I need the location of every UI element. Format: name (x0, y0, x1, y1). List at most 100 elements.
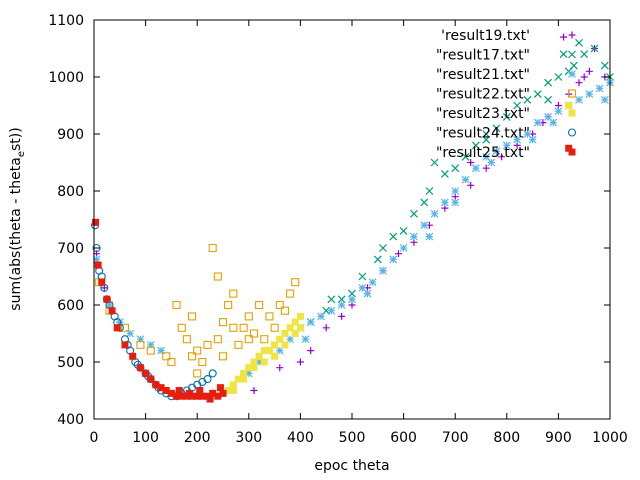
legend-label: "result21.txt" (436, 67, 530, 83)
data-point (513, 135, 522, 144)
data-point (425, 187, 434, 195)
series-2-points (92, 78, 614, 378)
y-tick-label: 700 (57, 241, 84, 257)
data-point (198, 392, 206, 400)
data-point (136, 364, 144, 372)
x-tick-label: 1000 (592, 430, 628, 446)
data-point (255, 352, 263, 360)
data-point (467, 181, 475, 189)
x-tick-label: 400 (287, 430, 314, 446)
data-point (399, 226, 408, 235)
data-point (271, 352, 279, 360)
data-point (98, 278, 106, 286)
data-point (121, 341, 129, 349)
data-point (92, 243, 101, 253)
x-tick-label: 0 (90, 430, 99, 446)
data-point (296, 324, 304, 332)
data-point (224, 387, 232, 394)
axis-ticks: 0 100 200 300 400 500 600 700 800 900 1000 400 500 60… (48, 13, 627, 446)
data-point (585, 67, 593, 75)
data-point (136, 335, 145, 344)
data-point (348, 289, 356, 298)
data-point (126, 329, 135, 338)
data-point (229, 381, 237, 389)
data-point (245, 364, 253, 372)
data-point (250, 387, 258, 394)
data-point (600, 61, 609, 70)
data-point (544, 95, 553, 104)
data-point (255, 300, 264, 310)
y-tick-label: 1100 (48, 13, 84, 29)
data-point (487, 158, 496, 167)
data-point (286, 324, 294, 332)
data-point (502, 112, 511, 121)
data-point (482, 135, 491, 144)
data-point (337, 295, 346, 304)
data-point (115, 318, 124, 327)
data-point (147, 375, 155, 383)
data-point (229, 289, 238, 298)
x-axis-label: epoc theta (314, 458, 389, 474)
series-6-points (92, 144, 573, 403)
data-point (280, 306, 289, 315)
data-point (399, 244, 408, 252)
data-point (528, 135, 537, 144)
data-point (498, 153, 506, 161)
data-point (92, 218, 100, 226)
x-tick-label: 100 (132, 430, 159, 446)
data-point (420, 198, 429, 207)
data-point (482, 164, 490, 172)
data-point (234, 340, 243, 349)
data-point (92, 255, 101, 264)
data-point (142, 369, 150, 377)
data-point (358, 272, 367, 281)
data-point (560, 33, 568, 41)
data-point (569, 61, 578, 70)
data-point (533, 90, 542, 99)
data-point (368, 278, 377, 287)
legend-label: "result25.txt" (436, 145, 530, 161)
data-point (471, 164, 480, 173)
series-3-points (95, 243, 300, 378)
data-point (105, 301, 114, 309)
data-point (213, 335, 222, 344)
data-point (425, 232, 434, 241)
data-point (549, 118, 558, 127)
data-point (129, 352, 137, 360)
data-point (554, 73, 563, 81)
data-point (590, 44, 599, 53)
data-point (296, 358, 304, 366)
data-point (162, 352, 171, 361)
data-point (182, 335, 191, 344)
y-tick-label: 400 (57, 412, 84, 428)
data-point (451, 187, 460, 195)
data-point (291, 318, 299, 326)
data-point (244, 335, 253, 344)
data-point (451, 164, 460, 173)
data-point (358, 283, 367, 292)
data-point (185, 389, 193, 397)
data-point (162, 387, 170, 394)
data-point (327, 295, 336, 304)
data-point (409, 209, 418, 218)
data-point (286, 335, 295, 344)
plot-frame (93, 19, 611, 420)
data-point (317, 312, 325, 321)
data-point (146, 346, 155, 355)
data-point (363, 289, 372, 298)
data-point (301, 335, 310, 344)
legend-label: 'result19.txt' (441, 28, 530, 44)
data-point (492, 147, 501, 156)
series-0-points (93, 33, 614, 394)
data-points-layer (90, 33, 614, 403)
data-point (239, 323, 248, 332)
legend-label: "result17.txt" (436, 48, 530, 64)
data-point (471, 141, 480, 150)
data-point (206, 395, 214, 403)
x-tick-label: 300 (235, 430, 262, 446)
data-point (533, 118, 542, 127)
x-tick-label: 200 (184, 430, 211, 446)
data-point (322, 324, 330, 332)
data-point (554, 107, 563, 116)
